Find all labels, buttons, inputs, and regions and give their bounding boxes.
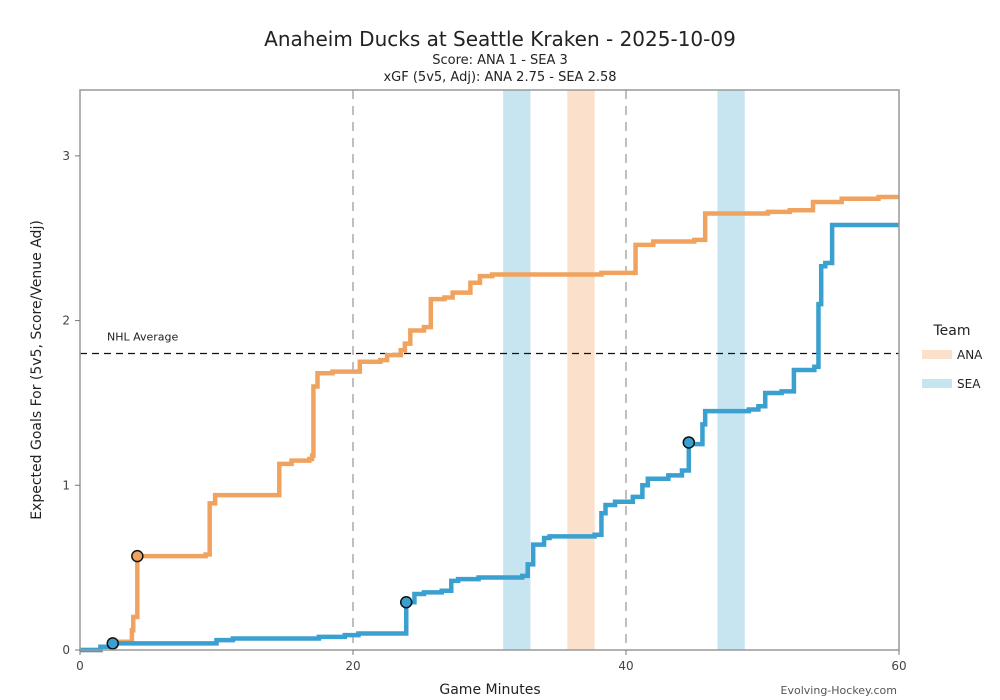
goal-marker-sea-3 <box>682 436 696 449</box>
legend-label-sea: SEA <box>957 377 981 391</box>
x-tick-label-60: 60 <box>891 659 906 673</box>
x-tick-label-20: 20 <box>345 659 360 673</box>
y-axis-ticks: 0 1 2 3 <box>62 149 80 657</box>
series-line-ana <box>80 194 899 653</box>
goal-marker-ana-0 <box>131 549 144 563</box>
legend-label-ana: ANA <box>957 348 983 362</box>
goal-marker-sea-2 <box>399 595 413 609</box>
legend: Team ANA SEA <box>922 323 983 391</box>
penalty-bands <box>503 90 745 650</box>
series-lines <box>80 194 899 653</box>
x-axis-title: Game Minutes <box>439 682 540 698</box>
chart-subtitle-score: Score: ANA 1 - SEA 3 <box>432 53 568 68</box>
plot-frame <box>79 89 900 651</box>
goal-marker-sea-1 <box>106 637 120 650</box>
y-axis-title: Expected Goals For (5v5, Score/Venue Adj… <box>29 220 45 520</box>
band-sea-2 <box>717 90 745 650</box>
y-tick-label-2: 2 <box>62 314 70 328</box>
band-ana-1 <box>567 90 595 650</box>
chart-subtitle-xgf: xGF (5v5, Adj): ANA 2.75 - SEA 2.58 <box>383 70 616 85</box>
reference-line-group: NHL Average <box>80 331 899 355</box>
credit-text: Evolving-Hockey.com <box>781 684 897 697</box>
goal-markers <box>106 436 696 650</box>
x-tick-label-40: 40 <box>618 659 633 673</box>
legend-swatch-ana <box>922 350 952 359</box>
series-line-sea <box>80 222 899 653</box>
band-sea-0 <box>503 90 531 650</box>
chart-title: Anaheim Ducks at Seattle Kraken - 2025-1… <box>264 27 736 51</box>
x-tick-label-0: 0 <box>76 659 84 673</box>
x-axis-ticks: 0 20 40 60 <box>76 650 907 673</box>
y-tick-label-0: 0 <box>62 643 70 657</box>
legend-swatch-sea <box>922 379 952 388</box>
nhl-average-label: NHL Average <box>107 331 179 344</box>
y-tick-label-3: 3 <box>62 149 70 163</box>
legend-title: Team <box>932 323 970 339</box>
y-tick-label-1: 1 <box>62 478 70 492</box>
